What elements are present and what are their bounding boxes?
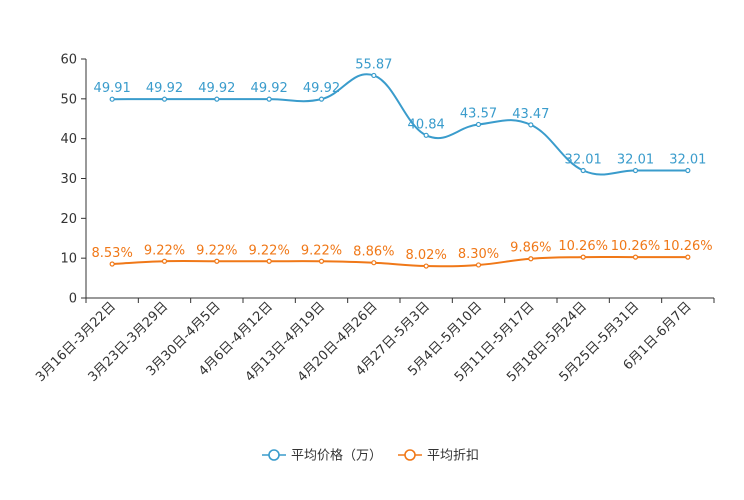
data-point[interactable] (371, 260, 377, 266)
legend[interactable]: 平均价格（万） 平均折扣 (262, 448, 479, 464)
data-label: 43.47 (512, 107, 549, 122)
legend-label: 平均折扣 (427, 449, 479, 464)
data-label: 9.22% (196, 243, 237, 258)
data-point[interactable] (109, 261, 115, 267)
series-2 (109, 254, 691, 269)
data-point[interactable] (214, 96, 220, 102)
data-point[interactable] (632, 254, 639, 260)
data-label: 32.01 (669, 152, 706, 167)
data-label: 32.01 (565, 152, 602, 167)
data-label: 8.53% (92, 246, 133, 261)
data-point[interactable] (266, 96, 272, 102)
data-labels-layer: 49.91 49.92 49.92 49.92 49.92 55.87 40.84 43.57… (92, 57, 713, 263)
data-point[interactable] (371, 72, 377, 79)
series-line (112, 255, 688, 268)
data-label: 49.92 (146, 81, 183, 96)
data-label: 9.22% (144, 243, 185, 258)
data-label: 43.57 (460, 106, 497, 121)
y-tick-label: 40 (60, 132, 77, 147)
data-label: 8.86% (353, 245, 394, 260)
data-point[interactable] (580, 167, 586, 174)
data-point[interactable] (318, 96, 325, 102)
y-tick-label: 30 (60, 172, 77, 187)
data-label: 9.22% (301, 243, 342, 258)
data-point[interactable] (214, 258, 220, 264)
series-1 (109, 72, 691, 176)
data-label: 49.91 (94, 81, 131, 96)
legend-label: 平均价格（万） (291, 448, 382, 464)
data-label: 10.26% (611, 239, 661, 254)
data-point[interactable] (580, 254, 586, 260)
data-label: 9.86% (510, 241, 551, 256)
series-layer (109, 72, 691, 269)
data-point[interactable] (423, 132, 429, 138)
y-tick-label: 0 (69, 292, 77, 307)
data-label: 10.26% (663, 239, 713, 254)
data-point[interactable] (423, 263, 429, 269)
data-point[interactable] (318, 258, 325, 264)
data-label: 10.26% (558, 239, 608, 254)
data-point[interactable] (685, 167, 691, 174)
y-tick-label: 60 (60, 53, 77, 68)
y-tick-label: 10 (60, 252, 77, 267)
data-point[interactable] (632, 167, 639, 174)
data-point[interactable] (266, 258, 272, 264)
legend-item-2[interactable]: 平均折扣 (398, 449, 479, 464)
data-label: 49.92 (303, 81, 340, 96)
data-label: 49.92 (198, 81, 235, 96)
data-point[interactable] (475, 262, 482, 268)
legend-marker-icon (268, 449, 280, 461)
data-label: 32.01 (617, 152, 654, 167)
data-label: 8.02% (406, 248, 447, 263)
data-label: 9.22% (249, 243, 290, 258)
data-point[interactable] (685, 254, 691, 260)
data-point[interactable] (161, 258, 168, 264)
data-label: 55.87 (355, 57, 392, 72)
data-label: 40.84 (408, 117, 445, 132)
legend-marker-icon (404, 449, 416, 461)
chart-axes: 01020304050603月16日-3月22日3月23日-3月29日3月30日… (33, 53, 715, 385)
data-point[interactable] (161, 96, 168, 102)
legend-item-1[interactable]: 平均价格（万） (262, 448, 382, 464)
data-point[interactable] (475, 121, 482, 128)
data-point[interactable] (528, 256, 534, 262)
data-point[interactable] (528, 122, 534, 128)
data-label: 8.30% (458, 247, 499, 262)
data-label: 49.92 (251, 81, 288, 96)
y-tick-label: 50 (60, 92, 77, 107)
data-point[interactable] (109, 96, 115, 102)
y-tick-label: 20 (60, 212, 77, 227)
